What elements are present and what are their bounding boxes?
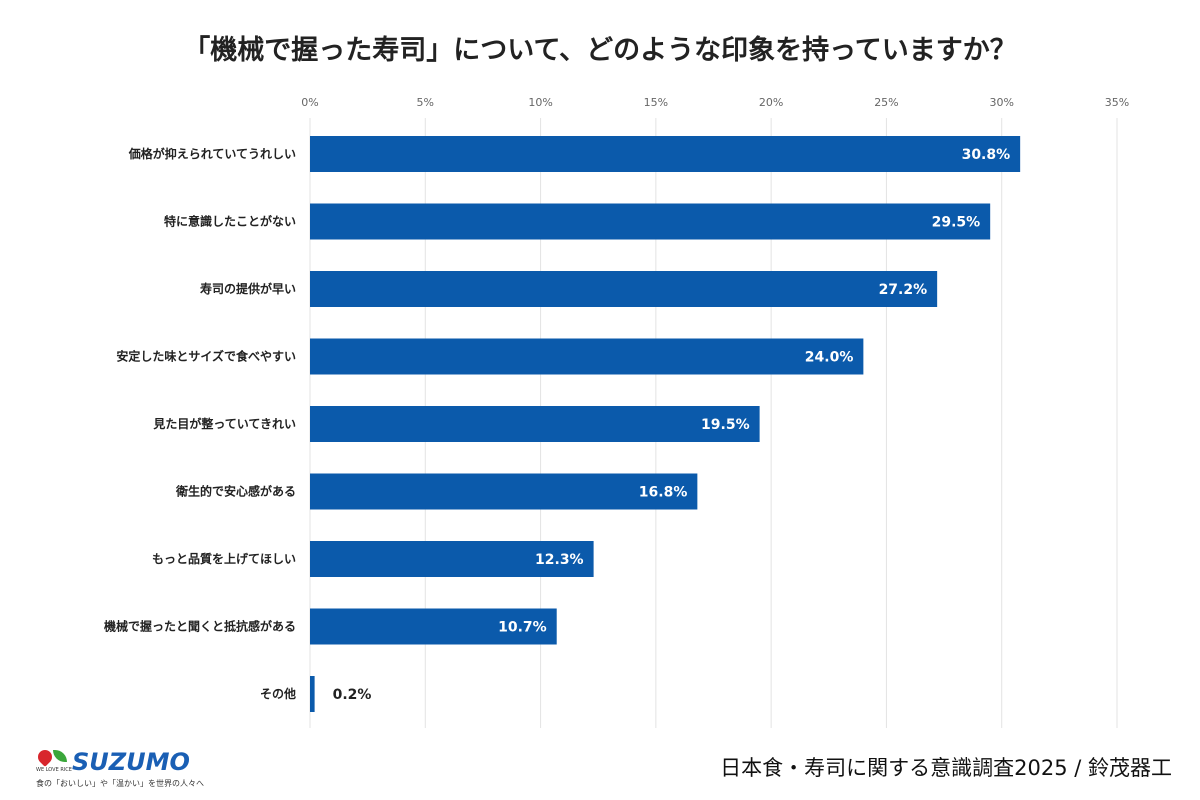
chart-title: 「機械で握った寿司」について、どのような印象を持っていますか？: [183, 35, 1017, 66]
bar: [310, 676, 315, 712]
category-label: 特に意識したことがない: [164, 214, 296, 229]
bar: [310, 203, 991, 240]
category-label: 機械で握ったと聞くと抵抗感がある: [104, 619, 296, 634]
x-tick-label: 35%: [1105, 96, 1129, 109]
category-label: 価格が抑えられていてうれしい: [128, 146, 296, 161]
data-label: 16.8%: [639, 485, 688, 501]
bar: [310, 541, 594, 577]
bar-chart: 0% 5% 10% 15% 20% 25% 30% 35% 価格が抑えられていてうれしい 30.8…: [104, 96, 1129, 728]
category-label: 寿司の提供が早い: [200, 281, 296, 296]
bar: [310, 338, 864, 375]
data-label: 0.2%: [333, 687, 372, 703]
logo-subtext: WE LOVE RICE: [36, 767, 72, 773]
bar: [310, 136, 1021, 172]
x-tick-label: 10%: [528, 96, 552, 109]
source-note: 日本食・寿司に関する意識調査2025 / 鈴茂器工: [720, 756, 1172, 780]
x-tick-label: 15%: [644, 96, 668, 109]
data-label: 19.5%: [701, 417, 750, 433]
data-label: 30.8%: [962, 147, 1011, 163]
bar: [310, 406, 760, 442]
x-tick-label: 30%: [989, 96, 1013, 109]
category-label: もっと品質を上げてほしい: [152, 551, 296, 566]
x-tick-label: 25%: [874, 96, 898, 109]
data-label: 27.2%: [879, 282, 928, 298]
leaf-icon: [53, 750, 67, 762]
bar: [310, 271, 938, 307]
bar: [310, 608, 557, 645]
data-label: 29.5%: [932, 215, 981, 231]
x-tick-label: 5%: [417, 96, 434, 109]
category-label: 安定した味とサイズで食べやすい: [116, 349, 296, 364]
category-label: 衛生的で安心感がある: [175, 484, 296, 499]
bar: [310, 473, 698, 510]
data-label: 10.7%: [498, 620, 547, 636]
data-label: 24.0%: [805, 350, 854, 366]
logo-brand: SUZUMO: [72, 748, 190, 776]
heart-icon: [35, 747, 55, 767]
category-label: 見た目が整っていてきれい: [152, 416, 296, 431]
category-label: その他: [260, 686, 296, 701]
logo-tagline: 食の「おいしい」や「温かい」を世界の人々へ: [36, 779, 204, 788]
data-label: 12.3%: [535, 552, 584, 568]
x-tick-label: 0%: [301, 96, 318, 109]
x-tick-label: 20%: [759, 96, 783, 109]
